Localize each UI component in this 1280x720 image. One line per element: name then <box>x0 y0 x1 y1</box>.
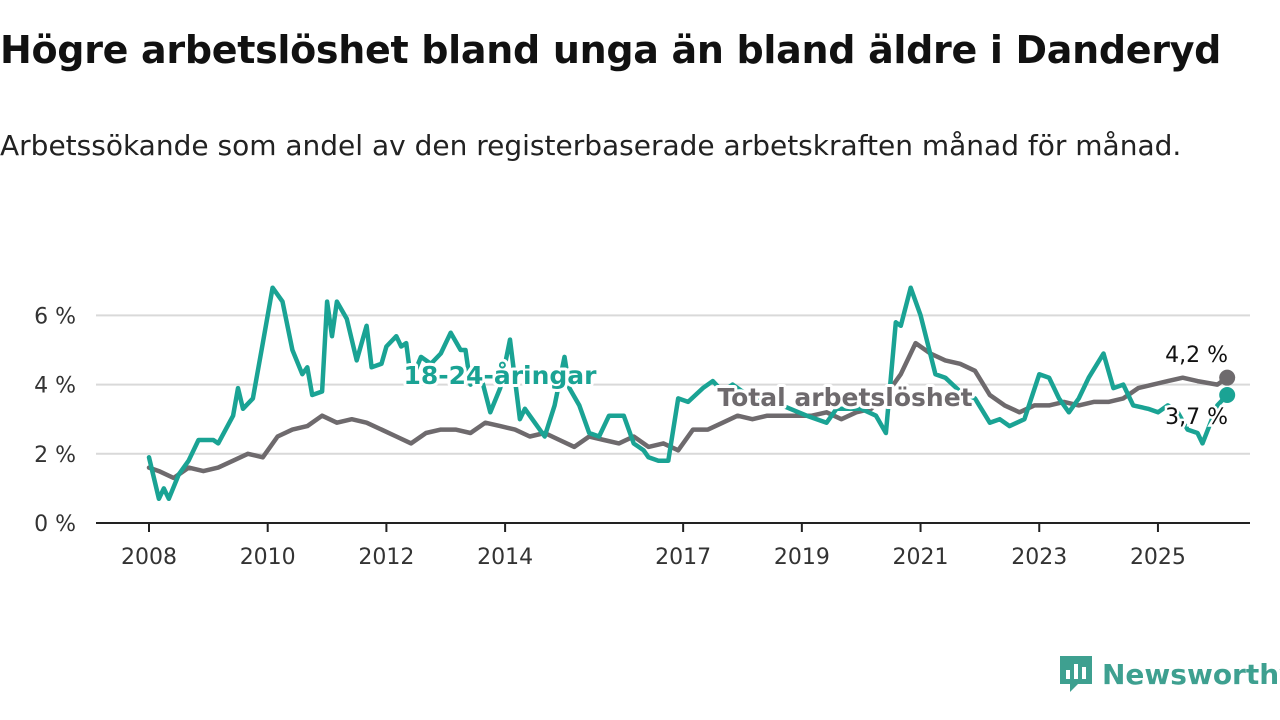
series-lines <box>146 285 1236 502</box>
brand-name: Newsworthy <box>1102 657 1280 691</box>
series-line-youth <box>146 285 1230 502</box>
x-axis: 0 % 2 % 4 % 6 % 2008 2010 2012 2014 2017 2019 2021… <box>34 304 1250 570</box>
series-label-total: Total arbetslöshet <box>717 383 972 412</box>
x-tick-label: 2023 <box>1011 545 1067 570</box>
y-tick-label: 0 % <box>34 512 76 537</box>
x-tick-label: 2012 <box>358 545 414 570</box>
newsworthy-logo-icon <box>1060 656 1092 692</box>
x-tick-label: 2010 <box>240 545 296 570</box>
chart-subtitle: Arbetssökande som andel av den registerb… <box>0 129 1182 162</box>
x-tick-label: 2017 <box>655 545 711 570</box>
labels: 18-24-åringar Total arbetslöshet 4,2 % 3,7 … <box>401 341 1231 433</box>
x-tick-label: 2014 <box>477 545 533 570</box>
y-tick-label: 6 % <box>34 304 76 329</box>
y-tick-label: 4 % <box>34 374 76 399</box>
x-tick-label: 2019 <box>774 545 830 570</box>
end-point-total <box>1219 369 1236 386</box>
series-label-youth: 18-24-åringar <box>404 361 598 390</box>
end-label-total: 4,2 % <box>1165 343 1228 368</box>
x-tick-label: 2021 <box>893 545 949 570</box>
series-line-total <box>146 340 1230 481</box>
x-tick-label: 2008 <box>121 545 177 570</box>
end-label-youth: 3,7 % <box>1165 405 1228 430</box>
end-point-youth <box>1219 386 1236 403</box>
chart-title: Högre arbetslöshet bland unga än bland ä… <box>0 28 1222 72</box>
gridlines <box>96 314 1250 455</box>
y-tick-label: 2 % <box>34 443 76 468</box>
newsworthy-logo: Newsworthy <box>1058 652 1280 696</box>
x-tick-label: 2025 <box>1130 545 1186 570</box>
